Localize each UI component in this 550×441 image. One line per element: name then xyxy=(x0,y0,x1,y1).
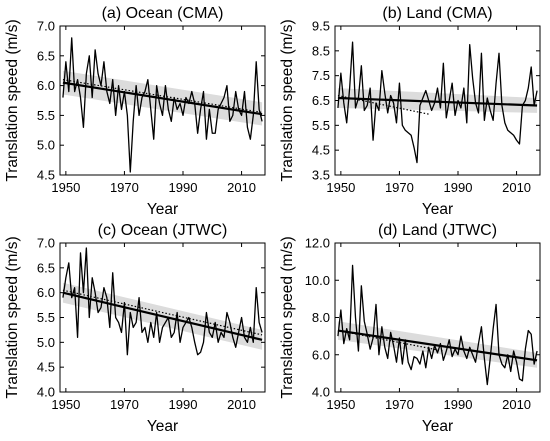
chart-1-xtick-label: 1990 xyxy=(444,180,473,195)
chart-1-ytick-label: 3.5 xyxy=(312,168,330,183)
chart-2-xtick-label: 1970 xyxy=(110,397,139,412)
chart-3-xlabel: Year xyxy=(422,418,453,435)
chart-3-ytick-label: 6.0 xyxy=(312,347,330,362)
chart-0-xlabel: Year xyxy=(147,201,178,218)
chart-2-ytick-label: 6.5 xyxy=(37,260,55,275)
chart-2-xtick-label: 1990 xyxy=(169,397,198,412)
chart-2-ytick-label: 5.0 xyxy=(37,335,55,350)
chart-1-xtick-label: 1970 xyxy=(385,180,414,195)
chart-3-title: (d) Land (JTWC) xyxy=(378,222,497,239)
panel-d-land-jtwc: 4.0 6.0 8.0 10.0 12.0 1950 1970 1990 2010 (d) Lan… xyxy=(279,222,541,435)
panel-c-ocean-jtwc: 4.0 4.5 5.0 5.5 6.0 6.5 7.0 1950 1970 1990 2010 (c)… xyxy=(4,222,266,435)
chart-3-ytick-label: 8.0 xyxy=(312,310,330,325)
chart-3-ytick-label: 12.0 xyxy=(305,236,330,251)
chart-1-xlabel: Year xyxy=(422,201,453,218)
chart-1-ytick-label: 8.5 xyxy=(312,43,330,58)
chart-0-ytick-label: 5.5 xyxy=(37,108,55,123)
chart-3-series-solid-thin xyxy=(337,264,538,386)
chart-3-xtick-label: 1990 xyxy=(444,397,473,412)
chart-3-ylabel: Translation speed (m/s) xyxy=(279,236,296,398)
chart-2-ytick-label: 4.0 xyxy=(37,385,55,400)
chart-0-ylabel: Translation speed (m/s) xyxy=(4,19,21,181)
chart-2-xlabel: Year xyxy=(147,418,178,435)
chart-2-ytick-label: 4.5 xyxy=(37,360,55,375)
chart-2-series-solid-thin xyxy=(62,247,263,356)
chart-1-ytick-label: 9.5 xyxy=(312,19,330,34)
chart-0-title: (a) Ocean (CMA) xyxy=(102,5,224,22)
chart-3-xtick-label: 1950 xyxy=(326,397,355,412)
chart-3-axes-frame xyxy=(334,242,541,393)
chart-2-ylabel: Translation speed (m/s) xyxy=(4,236,21,398)
chart-2-ytick-label: 6.0 xyxy=(37,285,55,300)
chart-1-title: (b) Land (CMA) xyxy=(382,5,492,22)
chart-3-xtick-label: 1970 xyxy=(385,397,414,412)
chart-2-series-dotted xyxy=(62,289,263,336)
chart-1-xtick-label: 1950 xyxy=(326,180,355,195)
chart-0-ytick-label: 5.0 xyxy=(37,138,55,153)
chart-3-xtick-label: 2010 xyxy=(502,397,531,412)
chart-0-ytick-label: 6.5 xyxy=(37,48,55,63)
chart-3-ytick-label: 4.0 xyxy=(312,385,330,400)
chart-0-axes-frame xyxy=(59,25,266,176)
chart-0-series-solid-thick xyxy=(62,81,263,116)
chart-1-ytick-label: 6.5 xyxy=(312,93,330,108)
chart-0-ytick-label: 7.0 xyxy=(37,19,55,34)
chart-0-xtick-label: 1970 xyxy=(110,180,139,195)
panel-a-ocean-cma: 4.5 5.0 5.5 6.0 6.5 7.0 1950 1970 1990 2010 (a) Oc… xyxy=(4,5,266,218)
chart-1-ytick-label: 7.5 xyxy=(312,68,330,83)
chart-2-series-solid-thick xyxy=(62,291,263,341)
chart-3-ytick-label: 10.0 xyxy=(305,273,330,288)
chart-1-ytick-label: 5.5 xyxy=(312,118,330,133)
chart-1-confidence-band xyxy=(337,88,538,113)
chart-0-xtick-label: 1950 xyxy=(51,180,80,195)
chart-1-xtick-label: 2010 xyxy=(502,180,531,195)
chart-2-xtick-label: 2010 xyxy=(227,397,256,412)
chart-0-xtick-label: 2010 xyxy=(227,180,256,195)
chart-2-ytick-label: 5.5 xyxy=(37,310,55,325)
chart-1-ylabel: Translation speed (m/s) xyxy=(279,19,296,181)
chart-1-ytick-label: 4.5 xyxy=(312,143,330,158)
chart-0-ytick-label: 4.5 xyxy=(37,168,55,183)
chart-0-xtick-label: 1990 xyxy=(169,180,198,195)
chart-2-ytick-label: 7.0 xyxy=(37,236,55,251)
panel-b-land-cma: 3.5 4.5 5.5 6.5 7.5 8.5 9.5 1950 1970 1990 2010 (b)… xyxy=(279,5,541,218)
chart-3-series-solid-thick xyxy=(337,329,538,362)
chart-1-series-solid-thin xyxy=(337,41,538,164)
chart-0-ytick-label: 6.0 xyxy=(37,78,55,93)
chart-2-title: (c) Ocean (JTWC) xyxy=(98,222,228,239)
chart-2-xtick-label: 1950 xyxy=(51,397,80,412)
chart-1-series-solid-thick xyxy=(337,96,538,107)
chart-0-series-dotted xyxy=(62,79,263,114)
